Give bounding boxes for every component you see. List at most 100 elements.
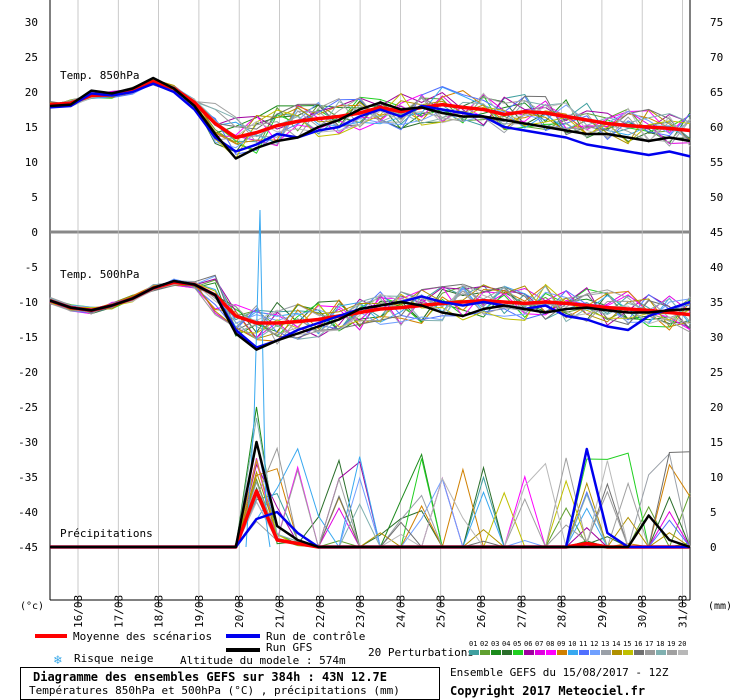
left-tick-label: 25 (25, 51, 38, 64)
x-tick-label: 17/08 (112, 595, 125, 628)
right-tick-label: 35 (710, 296, 723, 309)
pert-number: 04 (502, 640, 510, 648)
info-subtitle: Températures 850hPa et 500hPa (°C) , pré… (29, 684, 400, 697)
pert-number: 02 (480, 640, 488, 648)
pert-swatch (557, 650, 567, 655)
pert-swatch (535, 650, 545, 655)
right-tick-label: 75 (710, 16, 723, 29)
snowflake-icon: ❄ (53, 653, 62, 668)
legend-mean-label: Moyenne des scénarios (73, 630, 212, 643)
x-tick-label: 30/08 (636, 595, 649, 628)
pert-number: 20 (678, 640, 686, 648)
left-tick-label: -15 (18, 331, 38, 344)
pert-number: 11 (579, 640, 587, 648)
pert-swatch (469, 650, 479, 655)
pert-swatch (480, 650, 490, 655)
left-tick-label: -45 (18, 541, 38, 554)
gfs-line (49, 76, 691, 160)
pert-number: 12 (590, 640, 598, 648)
left-tick-label: 10 (25, 156, 38, 169)
x-tick-label: 20/08 (233, 595, 246, 628)
left-tick-label: -10 (18, 296, 38, 309)
right-tick-label: 30 (710, 331, 723, 344)
pert-swatch (502, 650, 512, 655)
pert-swatch (546, 650, 556, 655)
x-tick-label: 18/08 (153, 595, 166, 628)
right-tick-label: 70 (710, 51, 723, 64)
right-tick-label: 50 (710, 191, 723, 204)
pert-swatch (513, 650, 523, 655)
pert-number: 05 (513, 640, 521, 648)
pert-swatch (634, 650, 644, 655)
perturbation-line (49, 282, 691, 340)
pert-swatch (656, 650, 666, 655)
pert-number: 19 (667, 640, 675, 648)
left-tick-label: 15 (25, 121, 38, 134)
gfs-line (50, 440, 691, 549)
legend-control-label: Run de contrôle (266, 630, 365, 643)
pert-number: 10 (568, 640, 576, 648)
pert-swatch (601, 650, 611, 655)
x-tick-label: 16/08 (72, 595, 85, 628)
panel-label-precip: Précipitations (60, 527, 153, 540)
pert-number: 18 (656, 640, 664, 648)
left-tick-label: -20 (18, 366, 38, 379)
right-tick-label: 55 (710, 156, 723, 169)
x-tick-label: 28/08 (556, 595, 569, 628)
x-tick-label: 27/08 (515, 595, 528, 628)
pert-swatch (568, 650, 578, 655)
pert-number: 13 (601, 640, 609, 648)
right-tick-label: 45 (710, 226, 723, 239)
legend: Moyenne des scénarios Run de contrôle Ru… (35, 630, 688, 668)
left-tick-label: -25 (18, 401, 38, 414)
right-tick-label: 20 (710, 401, 723, 414)
left-tick-label: 5 (31, 191, 38, 204)
mean-line (49, 79, 691, 140)
perturbation-line (49, 83, 691, 154)
pert-swatch (645, 650, 655, 655)
legend-perturbations: 20 Perturbations (368, 646, 474, 659)
pert-number: 01 (469, 640, 477, 648)
x-tick-label: 29/08 (596, 595, 609, 628)
legend-altitude: Altitude du modele : 574m (180, 654, 346, 667)
x-tick-label: 26/08 (475, 595, 488, 628)
pert-number: 07 (535, 640, 543, 648)
legend-gfs-label: Run GFS (266, 641, 312, 654)
x-tick-label: 19/08 (193, 595, 206, 628)
pert-swatch (678, 650, 688, 655)
x-tick-label: 25/08 (435, 595, 448, 628)
panel-label-500: Temp. 500hPa (60, 268, 139, 281)
right-tick-label: 65 (710, 86, 723, 99)
pert-number: 15 (623, 640, 631, 648)
pert-number: 16 (634, 640, 642, 648)
right-tick-label: 15 (710, 436, 723, 449)
legend-snow-label: Risque neige (74, 652, 153, 665)
perturbation-line (49, 78, 691, 153)
control-line (49, 82, 691, 158)
left-tick-label: -30 (18, 436, 38, 449)
pert-swatch (623, 650, 633, 655)
perturbation-line (49, 82, 691, 151)
right-tick-label: 25 (710, 366, 723, 379)
x-tick-label: 23/08 (354, 595, 367, 628)
gfs-line (49, 279, 691, 351)
left-unit-label: (°c) (20, 601, 44, 612)
right-tick-label: 5 (710, 506, 717, 519)
pert-number: 09 (557, 640, 565, 648)
pert-swatch (524, 650, 534, 655)
pert-swatch (667, 650, 677, 655)
right-tick-label: 60 (710, 121, 723, 134)
pert-swatch (612, 650, 622, 655)
pert-swatch (579, 650, 589, 655)
pert-number: 06 (524, 640, 532, 648)
pert-number: 08 (546, 640, 554, 648)
info-title: Diagramme des ensembles GEFS sur 384h : … (33, 670, 388, 684)
left-tick-label: 0 (31, 226, 38, 239)
left-tick-label: -40 (18, 506, 38, 519)
pert-swatch (491, 650, 501, 655)
pert-number: 14 (612, 640, 620, 648)
perturbation-swatches: 01 02 03 04 05 06 07 08 09 10 11 12 13 14 15 16 17 18 19 20 (469, 640, 688, 655)
pert-number: 17 (645, 640, 653, 648)
x-tick-label: 21/08 (274, 595, 287, 628)
